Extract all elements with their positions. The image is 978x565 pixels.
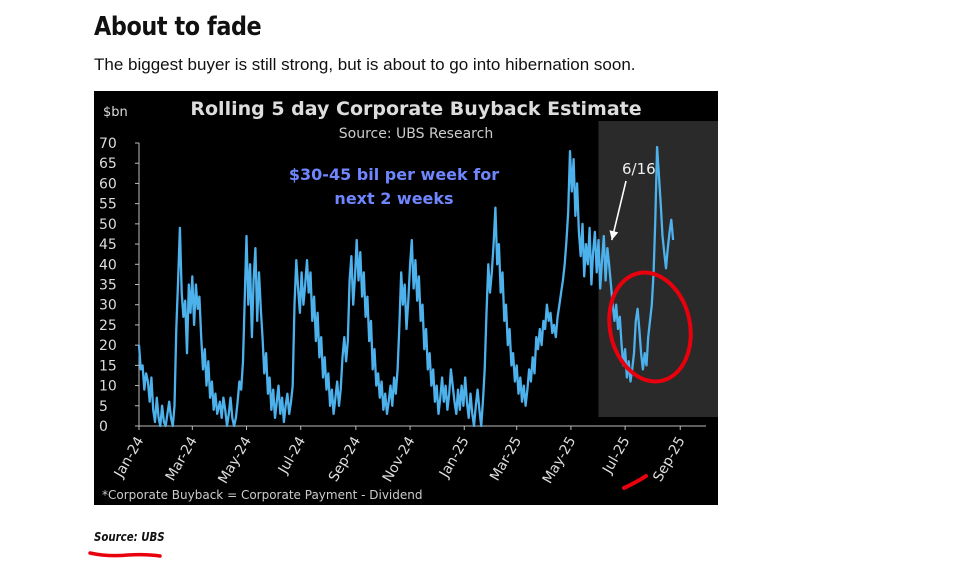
source-underline xyxy=(88,551,162,558)
chart-footnote: *Corporate Buyback = Corporate Payment -… xyxy=(102,488,422,502)
y-tick-label: 70 xyxy=(99,136,117,152)
chart-title: Rolling 5 day Corporate Buyback Estimate xyxy=(190,98,641,120)
y-tick-label: 50 xyxy=(99,217,117,233)
y-tick-label: 0 xyxy=(99,419,108,435)
y-tick-label: 65 xyxy=(99,156,117,172)
chart-panel: $bn Rolling 5 day Corporate Buyback Esti… xyxy=(94,91,718,505)
y-tick-label: 40 xyxy=(99,257,117,273)
source-underline-stroke xyxy=(88,551,162,558)
y-tick-label: 25 xyxy=(99,318,117,334)
highlight-tick-mark xyxy=(622,474,648,490)
y-tick-label: 10 xyxy=(99,379,117,395)
annotation-line-1: $30-45 bil per week for xyxy=(289,165,499,184)
y-tick-label: 20 xyxy=(99,338,117,354)
y-tick-label: 35 xyxy=(99,278,117,294)
annotation-line-2: next 2 weeks xyxy=(334,189,453,208)
y-tick-label: 55 xyxy=(99,197,117,213)
chart-subtitle: Source: UBS Research xyxy=(339,126,493,142)
arrow-label: 6/16 xyxy=(622,160,656,178)
y-tick-label: 15 xyxy=(99,358,117,374)
y-tick-label: 5 xyxy=(99,399,108,415)
page-title: About to fade xyxy=(94,12,262,42)
annotation-arrow xyxy=(611,180,627,241)
buyback-chart: $bn Rolling 5 day Corporate Buyback Esti… xyxy=(94,91,718,505)
page-subtitle: The biggest buyer is still strong, but i… xyxy=(94,55,636,74)
y-axis-unit: $bn xyxy=(103,105,128,120)
series-line xyxy=(137,145,675,428)
annotation-arrow-head xyxy=(609,230,619,241)
source-note: Source: UBS xyxy=(94,530,165,544)
y-tick-label: 30 xyxy=(99,298,117,314)
highlight-circle xyxy=(607,270,693,384)
y-tick-label: 45 xyxy=(99,237,117,253)
y-tick-label: 60 xyxy=(99,176,117,192)
